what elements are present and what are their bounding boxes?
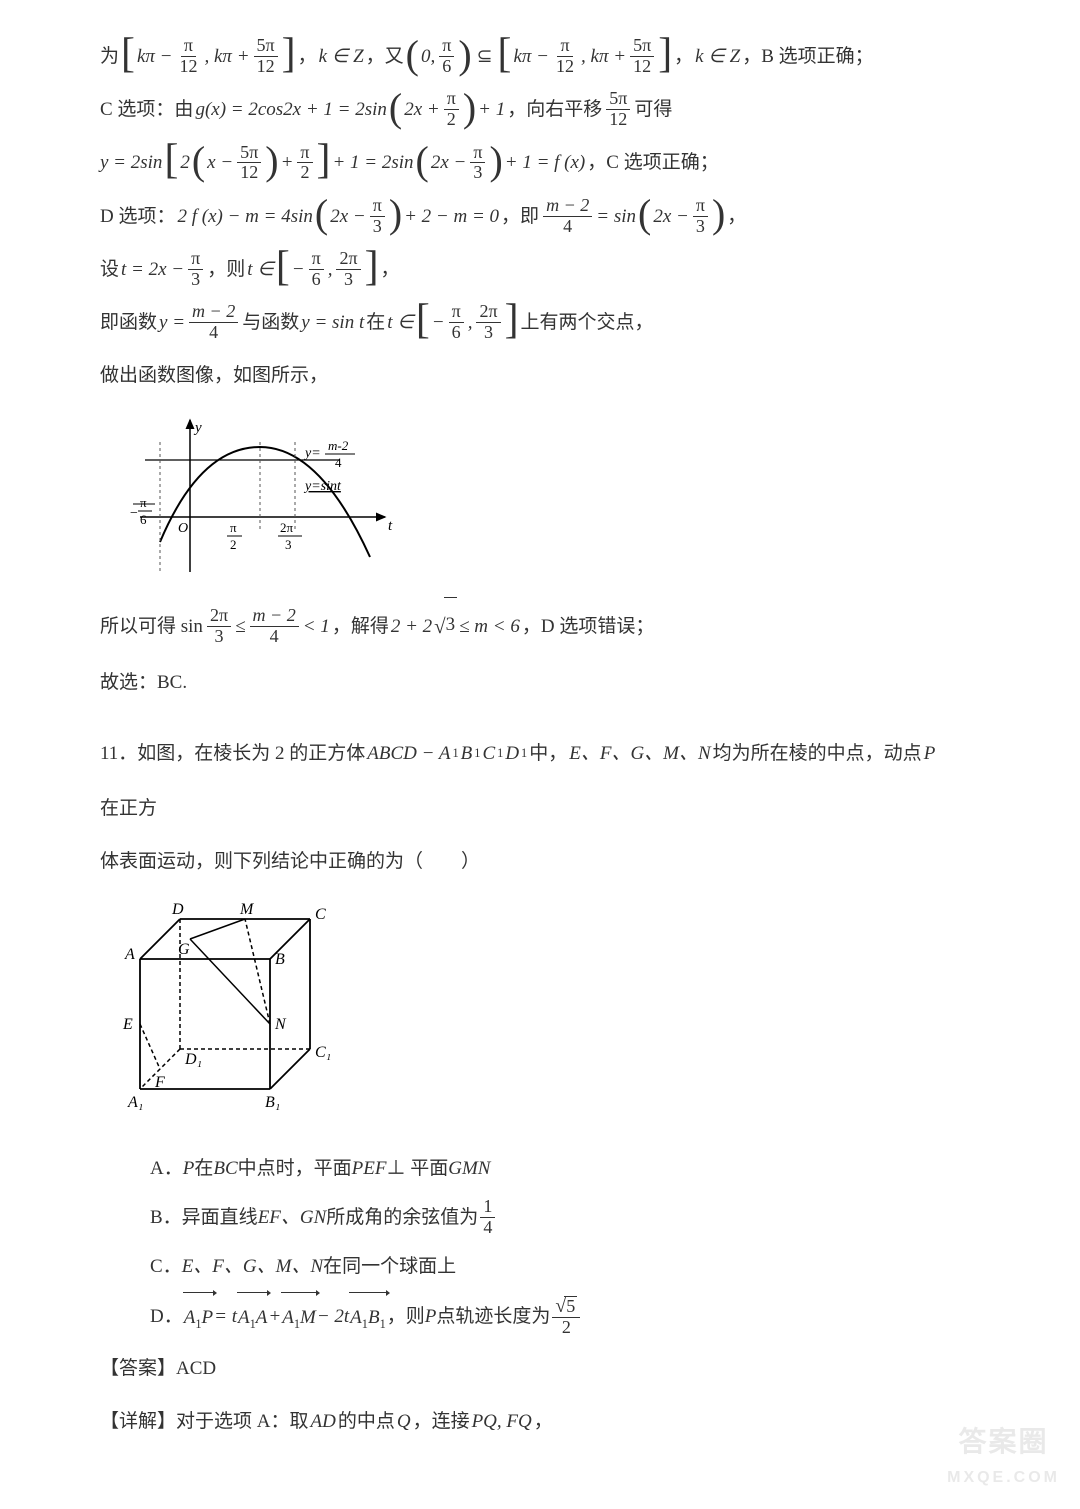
opt-C: C．E、F、G、M、N 在同一个球面上	[150, 1242, 980, 1291]
y-axis-label: y	[193, 420, 202, 436]
svg-text:B: B	[275, 951, 285, 968]
line-2: C 选项：由 g(x) = 2cos2x + 1 = 2sin ( 2x + π…	[100, 83, 980, 136]
svg-text:G: G	[178, 941, 190, 958]
svg-text:4: 4	[335, 455, 342, 470]
line-4: D 选项： 2 f (x) − m = 4sin ( 2x − π3 ) + 2…	[100, 190, 980, 243]
svg-text:−: −	[130, 506, 138, 521]
line-1: 为 [ kπ − π12 , kπ + 5π12 ] ， k ∈ Z ，又 ( …	[100, 30, 980, 83]
svg-text:D: D	[171, 901, 184, 918]
q11-detail: 【详解】对于选项 A：取 AD 的中点 Q ，连接 PQ, FQ ，	[100, 1395, 980, 1448]
svg-text:C: C	[315, 906, 326, 923]
t-axis-label: t	[388, 518, 393, 534]
svg-text:2π: 2π	[280, 520, 294, 535]
svg-text:π: π	[140, 495, 147, 510]
line-5: 设 t = 2x − π3 ，则 t ∈ [ − π6 , 2π3 ] ，	[100, 243, 980, 296]
svg-text:A₁: A₁	[127, 1094, 143, 1111]
watermark: 答案圈MXQE.COM	[947, 1427, 1060, 1489]
line-7: 做出函数图像，如图所示，	[100, 349, 980, 402]
svg-text:D₁: D₁	[184, 1051, 202, 1068]
svg-text:π: π	[230, 520, 237, 535]
cube-figure: D M C A G B E N D₁ C₁ F A₁ B₁	[120, 899, 350, 1129]
sine-graph: y t O y= m-2 4 y=sint π 6 − π 2 2π 3	[130, 412, 400, 582]
svg-text:3: 3	[285, 537, 292, 552]
svg-text:B₁: B₁	[265, 1094, 280, 1111]
svg-text:m-2: m-2	[328, 438, 349, 453]
svg-text:E: E	[122, 1016, 133, 1033]
svg-text:y=: y=	[303, 446, 321, 461]
answer-bc: 故选：BC.	[100, 656, 980, 709]
svg-text:y=sint: y=sint	[303, 479, 342, 494]
svg-text:6: 6	[140, 512, 147, 527]
svg-text:C₁: C₁	[315, 1044, 331, 1061]
line-6: 即函数 y = m − 24 与函数 y = sin t 在 t ∈ [ − π…	[100, 296, 980, 349]
opt-D: D． A1P = t A1A + A1M − 2t A1B1 ，则 P 点轨迹长…	[150, 1292, 980, 1342]
svg-text:F: F	[154, 1074, 165, 1091]
q11-stem-1: 11．如图，在棱长为 2 的正方体 ABCD − A1B1C1D1 中， E、F…	[100, 727, 980, 835]
svg-text:N: N	[274, 1016, 287, 1033]
q11-options: A．P 在 BC 中点时，平面 PEF ⊥ 平面 GMN B．异面直线 EF、G…	[150, 1144, 980, 1343]
svg-text:A: A	[124, 946, 135, 963]
line-after-1: 所以可得 sin 2π3 ≤ m − 24 < 1 ，解得 2 + 2 √3 ≤…	[100, 597, 980, 656]
line-3: y = 2sin [ 2 ( x − 5π12 ) + π2 ] + 1 = 2…	[100, 136, 980, 189]
opt-B: B．异面直线 EF、GN 所成角的余弦值为 14	[150, 1193, 980, 1242]
opt-A: A．P 在 BC 中点时，平面 PEF ⊥ 平面 GMN	[150, 1144, 980, 1193]
q11-answer: 【答案】ACD	[100, 1342, 980, 1395]
q11-stem-2: 体表面运动，则下列结论中正确的为（ ）	[100, 835, 980, 888]
svg-text:2: 2	[230, 537, 237, 552]
txt: 为	[100, 30, 119, 83]
origin-label: O	[178, 521, 188, 536]
svg-text:M: M	[239, 901, 255, 918]
